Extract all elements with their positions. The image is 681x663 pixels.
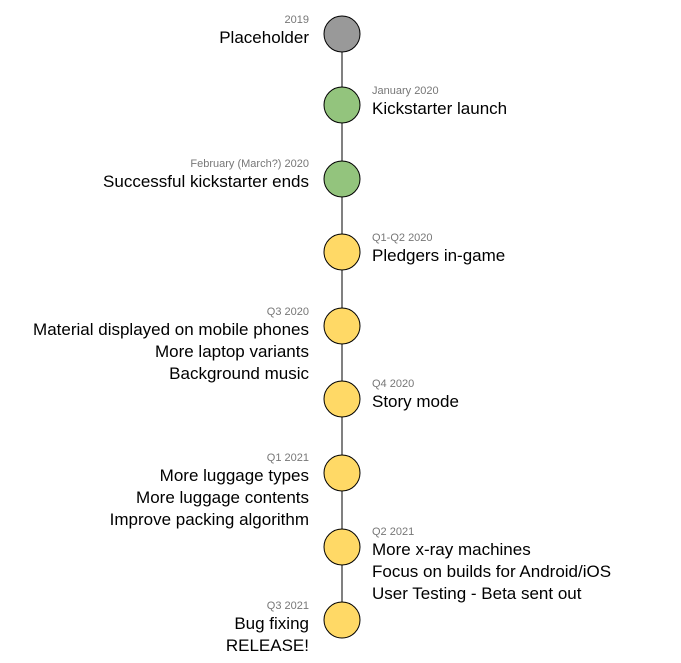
milestone-node xyxy=(323,233,361,271)
milestone-items: Kickstarter launch xyxy=(372,98,507,120)
milestone-node xyxy=(323,86,361,124)
milestone-item: More laptop variants xyxy=(154,342,309,361)
milestone-item: Placeholder xyxy=(219,28,309,47)
milestone-entry: Q3 2020 Material displayed on mobile phon… xyxy=(33,306,309,385)
milestone-item: Kickstarter launch xyxy=(372,99,508,118)
milestone-entry: Q2 2021 More x-ray machines Focus on build… xyxy=(372,526,611,605)
milestone-entry: Q1-Q2 2020 Pledgers in-game xyxy=(372,232,505,267)
milestone-node xyxy=(323,307,361,345)
milestone-items: Material displayed on mobile phones More … xyxy=(33,319,309,385)
milestone-date: Q1 2021 xyxy=(266,452,309,464)
milestone-node xyxy=(323,160,361,198)
milestone-node xyxy=(323,380,361,418)
milestone-node xyxy=(323,454,361,492)
milestone-date: Q3 2021 xyxy=(266,600,309,612)
milestone-item: Background music xyxy=(169,364,309,383)
milestone-entry: February (March?) 2020 Successful kicksta… xyxy=(103,158,309,193)
milestone-items: Successful kickstarter ends xyxy=(103,171,309,193)
milestone-node xyxy=(323,528,361,566)
milestone-entry: 2019 Placeholder xyxy=(219,14,309,49)
milestone-entry: Q3 2021 Bug fixing RELEASE! xyxy=(226,600,309,657)
milestone-item: Successful kickstarter ends xyxy=(103,172,309,191)
milestone-items: Story mode xyxy=(372,391,459,413)
milestone-date: Q4 2020 xyxy=(372,378,415,390)
milestone-items: Bug fixing RELEASE! xyxy=(226,613,309,657)
milestone-item: More luggage contents xyxy=(136,488,309,507)
milestone-date: Q2 2021 xyxy=(372,526,415,538)
milestone-entry: Q1 2021 More luggage types More luggage co… xyxy=(110,452,309,531)
milestone-item: More x-ray machines xyxy=(372,540,531,559)
milestone-item: More luggage types xyxy=(159,466,309,485)
milestone-items: Placeholder xyxy=(219,27,309,49)
milestone-item: Story mode xyxy=(372,392,459,411)
milestone-entry: January 2020 Kickstarter launch xyxy=(372,85,507,120)
milestone-item: Improve packing algorithm xyxy=(109,510,309,529)
milestone-node xyxy=(323,601,361,639)
milestone-items: More x-ray machines Focus on builds for A… xyxy=(372,539,611,605)
milestone-item: Bug fixing xyxy=(234,614,309,633)
milestone-item: RELEASE! xyxy=(225,636,309,655)
milestone-item: Focus on builds for Android/iOS xyxy=(372,562,612,581)
milestone-node xyxy=(323,15,361,53)
milestone-date: February (March?) 2020 xyxy=(190,158,309,170)
milestone-date: January 2020 xyxy=(372,85,439,97)
milestone-entry: Q4 2020 Story mode xyxy=(372,378,459,413)
milestone-item: Pledgers in-game xyxy=(372,246,506,265)
milestone-date: 2019 xyxy=(284,14,309,26)
milestone-items: Pledgers in-game xyxy=(372,245,505,267)
milestone-item: User Testing - Beta sent out xyxy=(372,584,582,603)
milestone-date: Q1-Q2 2020 xyxy=(372,232,433,244)
milestone-date: Q3 2020 xyxy=(266,306,309,318)
milestone-items: More luggage types More luggage contents I… xyxy=(110,465,309,531)
milestone-item: Material displayed on mobile phones xyxy=(33,320,309,339)
